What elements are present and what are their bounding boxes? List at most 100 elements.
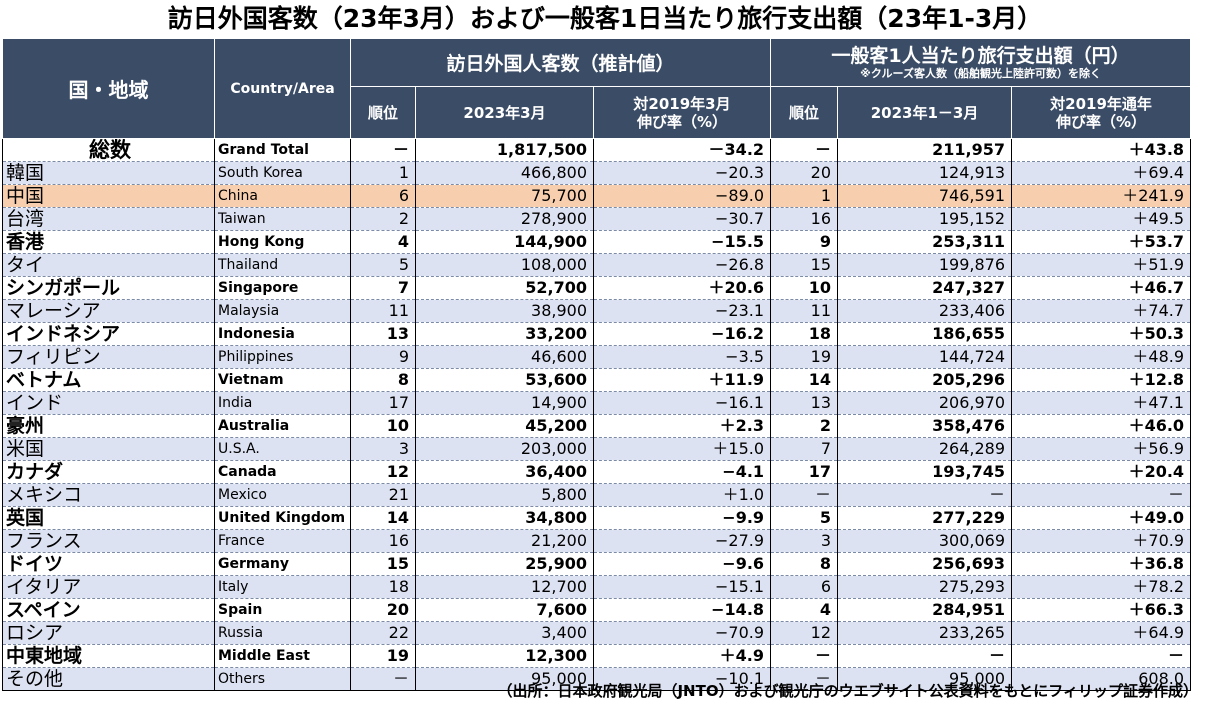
month2-header: 2023年1－3月 [837, 86, 1013, 139]
region-name-jp: 台湾 [2, 207, 215, 231]
spending-rank: 13 [770, 391, 839, 415]
table-row: メキシコ Mexico 21 5,800 ＋1.0 －－－ [2, 483, 1192, 507]
table-row: フランス France 16 21,200 −27.9 3 300,069 ＋70.9 [2, 529, 1192, 553]
visitors-count: 36,400 [415, 460, 594, 484]
visitors-count: 38,900 [415, 299, 594, 323]
region-name-jp: ロシア [2, 621, 215, 645]
spending-rank: 12 [770, 621, 839, 645]
visitors-growth: −15.5 [592, 230, 772, 254]
spending-growth: ＋12.8 [1011, 368, 1192, 392]
table-row: インドネシア Indonesia 13 33,200 −16.2 18 186,655 ＋50… [2, 322, 1192, 346]
region-name-jp: メキシコ [2, 483, 215, 507]
region-name-jp: スペイン [2, 598, 215, 622]
visitors-count: 46,600 [415, 345, 594, 369]
spending-amount: 746,591 [837, 184, 1013, 208]
spending-amount: 124,913 [837, 161, 1013, 185]
spending-growth: － [1011, 644, 1192, 668]
visitors-count: 21,200 [415, 529, 594, 553]
region-name-en: Others [214, 667, 351, 691]
region-name-en: United Kingdom [214, 506, 351, 530]
spending-rank: 10 [770, 276, 839, 300]
region-name-jp: 豪州 [2, 414, 215, 438]
visitors-count: 278,900 [415, 207, 594, 231]
visitors-growth: −26.8 [592, 253, 772, 277]
region-name-jp: 米国 [2, 437, 215, 461]
region-name-en: Australia [214, 414, 351, 438]
visitors-count: 7,600 [415, 598, 594, 622]
visitors-rank: 7 [350, 276, 416, 300]
visitors-count: 75,700 [415, 184, 594, 208]
region-name-en: Mexico [214, 483, 351, 507]
visitors-rank: 22 [350, 621, 416, 645]
table-row: 台湾 Taiwan 2 278,900 −30.7 16 195,152 ＋49.5 [2, 207, 1192, 231]
visitors-count: 52,700 [415, 276, 594, 300]
spending-rank: 1 [770, 184, 839, 208]
table-row: 米国 U.S.A. 3 203,000 ＋15.0 7 264,289 ＋56.9 [2, 437, 1192, 461]
spending-rank: － [770, 138, 839, 162]
visitors-growth: −3.5 [592, 345, 772, 369]
spending-amount: 205,296 [837, 368, 1013, 392]
growth1-header: 対2019年3月 伸び率（%） [592, 86, 772, 139]
spending-growth: ＋74.7 [1011, 299, 1192, 323]
visitors-rank: 11 [350, 299, 416, 323]
visitors-growth: −10.1 [592, 667, 772, 691]
spending-rank: 16 [770, 207, 839, 231]
spending-growth: 608.0 [1011, 667, 1192, 691]
spending-amount: 253,311 [837, 230, 1013, 254]
spending-growth: ＋64.9 [1011, 621, 1192, 645]
visitors-rank: 9 [350, 345, 416, 369]
region-name-en: Hong Kong [214, 230, 351, 254]
growth1-header-line2: 伸び率（%） [637, 112, 728, 131]
region-name-jp: 韓国 [2, 161, 215, 185]
visitors-growth: −30.7 [592, 207, 772, 231]
spending-growth: ＋46.7 [1011, 276, 1192, 300]
spending-growth: ＋20.4 [1011, 460, 1192, 484]
table-row: 豪州 Australia 10 45,200 ＋2.3 2 358,476 ＋46.0 [2, 414, 1192, 438]
table-row: 中東地域 Middle East 19 12,300 ＋4.9 －－－ [2, 644, 1192, 668]
region-name-en: Taiwan [214, 207, 351, 231]
spending-growth: ＋241.9 [1011, 184, 1192, 208]
spending-growth: ＋70.9 [1011, 529, 1192, 553]
spending-amount: 193,745 [837, 460, 1013, 484]
region-name-en: Indonesia [214, 322, 351, 346]
visitors-growth: ＋11.9 [592, 368, 772, 392]
visitors-rank: 15 [350, 552, 416, 576]
visitors-rank: 5 [350, 253, 416, 277]
visitors-group-header: 訪日外国人客数（推計値） [349, 38, 772, 87]
region-name-jp: 総数 [2, 138, 215, 162]
table-row: ドイツ Germany 15 25,900 −9.6 8 256,693 ＋36.8 [2, 552, 1192, 576]
visitors-count: 12,700 [415, 575, 594, 599]
table-row: その他 Others － 95,000 −10.1 － 95,000 608.0 [2, 667, 1192, 691]
region-name-jp: インドネシア [2, 322, 215, 346]
visitors-count: 3,400 [415, 621, 594, 645]
region-name-en: China [214, 184, 351, 208]
visitors-growth: ＋20.6 [592, 276, 772, 300]
table-row: カナダ Canada 12 36,400 −4.1 17 193,745 ＋20.4 [2, 460, 1192, 484]
table-row: タイ Thailand 5 108,000 −26.8 15 199,876 ＋51.9 [2, 253, 1192, 277]
spending-growth: ＋69.4 [1011, 161, 1192, 185]
visitors-count: 95,000 [415, 667, 594, 691]
spending-rank: 9 [770, 230, 839, 254]
visitors-growth: −16.2 [592, 322, 772, 346]
spending-amount: 195,152 [837, 207, 1013, 231]
region-name-en: Italy [214, 575, 351, 599]
spending-growth: ＋46.0 [1011, 414, 1192, 438]
spending-growth: ＋49.0 [1011, 506, 1192, 530]
visitors-growth: ＋1.0 [592, 483, 772, 507]
region-name-jp: 中東地域 [2, 644, 215, 668]
visitors-count: 25,900 [415, 552, 594, 576]
country-header: Country/Area [214, 38, 351, 139]
spending-rank: 15 [770, 253, 839, 277]
growth1-header-line1: 対2019年3月 [633, 94, 731, 113]
visitors-rank: － [350, 667, 416, 691]
spending-group-title: 一般客1人当たり旅行支出額（円） [831, 44, 1130, 67]
visitors-growth: −27.9 [592, 529, 772, 553]
region-name-en: Grand Total [214, 138, 351, 162]
table-row: 中国 China 6 75,700 −89.0 1 746,591 ＋241.9 [2, 184, 1192, 208]
spending-group-note: ※クルーズ客人数（船舶観光上陸許可数）を除く [860, 66, 1101, 80]
region-name-en: Vietnam [214, 368, 351, 392]
spending-group-header: 一般客1人当たり旅行支出額（円） ※クルーズ客人数（船舶観光上陸許可数）を除く [770, 38, 1192, 87]
region-name-jp: その他 [2, 667, 215, 691]
visitors-count: 53,600 [415, 368, 594, 392]
visitors-growth: −9.9 [592, 506, 772, 530]
